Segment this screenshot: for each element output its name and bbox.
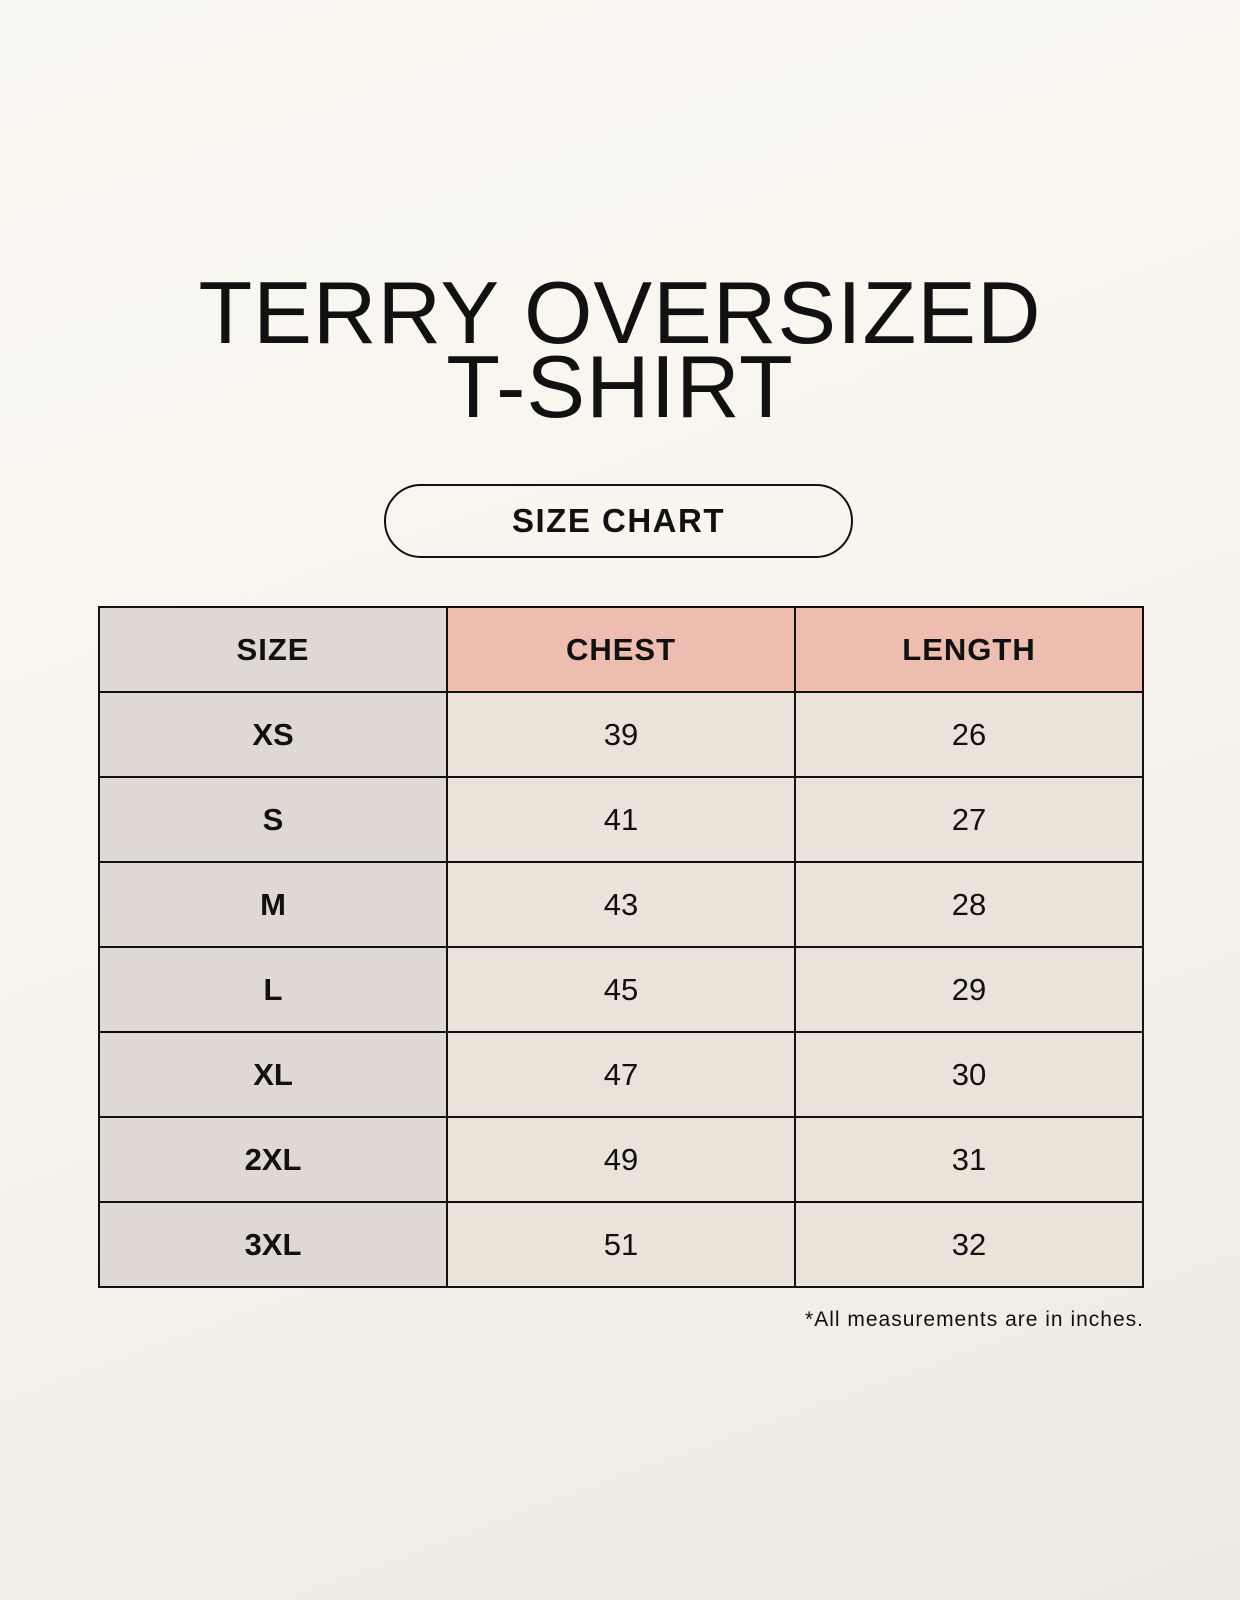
size-cell: L [98, 946, 448, 1033]
length-cell: 31 [794, 1116, 1144, 1203]
size-chart-badge: SIZE CHART [384, 484, 853, 558]
table-row: M 43 28 [98, 861, 1144, 948]
footnote: *All measurements are in inches. [805, 1308, 1144, 1331]
table-row: XL 47 30 [98, 1031, 1144, 1118]
length-cell: 29 [794, 946, 1144, 1033]
length-cell: 27 [794, 776, 1144, 863]
length-cell: 26 [794, 691, 1144, 778]
chest-cell: 43 [446, 861, 796, 948]
header-chest: CHEST [446, 606, 796, 693]
title-line-1: TERRY OVERSIZED [198, 263, 1042, 362]
chest-cell: 47 [446, 1031, 796, 1118]
header-length: LENGTH [794, 606, 1144, 693]
table-row: 3XL 51 32 [98, 1201, 1144, 1288]
table-row: S 41 27 [98, 776, 1144, 863]
table-row: XS 39 26 [98, 691, 1144, 778]
header-size: SIZE [98, 606, 448, 693]
length-cell: 30 [794, 1031, 1144, 1118]
page-title: TERRY OVERSIZED T-SHIRT [0, 263, 1240, 436]
chest-cell: 39 [446, 691, 796, 778]
length-cell: 28 [794, 861, 1144, 948]
size-cell: M [98, 861, 448, 948]
chest-cell: 45 [446, 946, 796, 1033]
size-cell: 3XL [98, 1201, 448, 1288]
size-cell: S [98, 776, 448, 863]
table-row: 2XL 49 31 [98, 1116, 1144, 1203]
title-line-2: T-SHIRT [446, 337, 794, 436]
size-table: SIZE CHEST LENGTH XS 39 26 S 41 27 M 43 28 L 45 29 X… [98, 606, 1144, 1288]
size-cell: 2XL [98, 1116, 448, 1203]
chest-cell: 51 [446, 1201, 796, 1288]
size-cell: XS [98, 691, 448, 778]
size-cell: XL [98, 1031, 448, 1118]
chest-cell: 41 [446, 776, 796, 863]
length-cell: 32 [794, 1201, 1144, 1288]
table-header-row: SIZE CHEST LENGTH [98, 606, 1144, 693]
chest-cell: 49 [446, 1116, 796, 1203]
table-row: L 45 29 [98, 946, 1144, 1033]
